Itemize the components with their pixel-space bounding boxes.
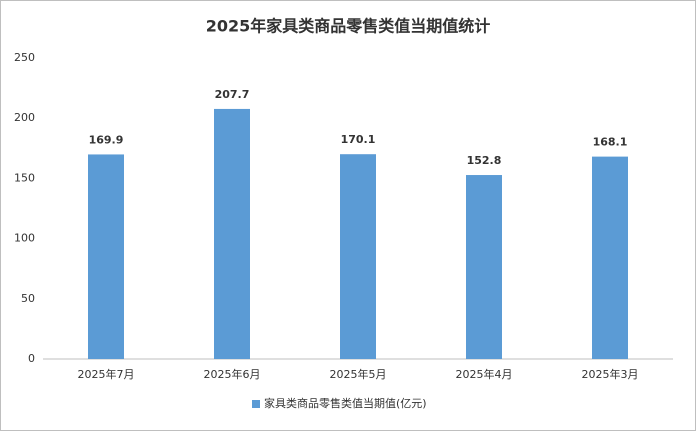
y-tick-label: 50	[21, 292, 35, 305]
y-tick-label: 150	[14, 171, 35, 184]
x-tick-label: 2025年7月	[78, 367, 135, 381]
y-tick-label: 100	[14, 232, 35, 245]
bar	[214, 108, 250, 359]
x-tick-label: 2025年6月	[204, 367, 261, 381]
value-label: 170.1	[341, 133, 376, 146]
x-tick-label: 2025年3月	[582, 367, 639, 381]
x-tick-label: 2025年4月	[456, 367, 513, 381]
bar	[88, 154, 124, 359]
value-label: 168.1	[593, 136, 628, 149]
value-label: 207.7	[215, 88, 250, 101]
y-tick-label: 0	[28, 352, 35, 365]
x-tick-label: 2025年5月	[330, 367, 387, 381]
y-tick-label: 200	[14, 111, 35, 124]
bar	[340, 154, 376, 359]
legend-label: 家具类商品零售类值当期值(亿元)	[264, 396, 427, 410]
value-label: 152.8	[467, 154, 502, 167]
chart-title: 2025年家具类商品零售类值当期值统计	[206, 17, 491, 36]
value-label: 169.9	[89, 133, 124, 146]
bar	[466, 175, 502, 359]
y-tick-label: 250	[14, 51, 35, 64]
bar	[592, 156, 628, 359]
legend-swatch	[252, 400, 260, 408]
